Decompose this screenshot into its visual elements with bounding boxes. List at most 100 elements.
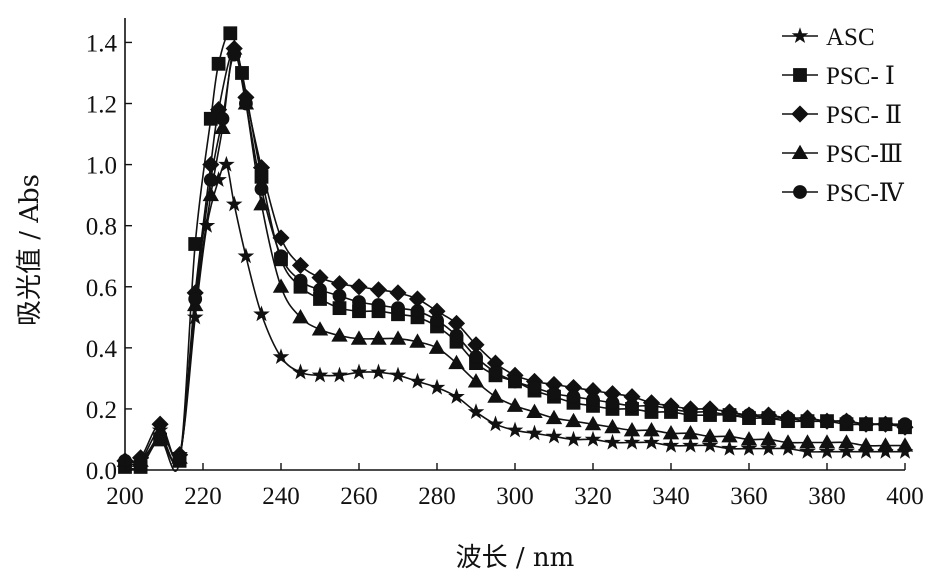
legend-item: PSC- Ⅱ (782, 102, 902, 129)
data-point-triangle (799, 434, 816, 449)
data-point-triangle (857, 437, 875, 452)
data-point-triangle (467, 373, 485, 388)
y-tick-label: 1.4 (86, 30, 118, 57)
data-point-star (487, 415, 504, 432)
data-point-star (272, 348, 290, 365)
y-tick-label: 0.4 (86, 336, 118, 363)
data-point-circle (133, 456, 148, 471)
data-point-circle (153, 429, 168, 444)
data-point-star (740, 439, 758, 456)
data-point-circle (227, 47, 242, 62)
x-tick-label: 400 (886, 483, 924, 510)
data-point-triangle (721, 428, 738, 443)
data-point-star (526, 424, 543, 441)
data-point-circle (683, 405, 698, 419)
x-tick-label: 280 (418, 483, 456, 510)
data-point-circle (820, 414, 834, 429)
data-point-circle (625, 398, 639, 413)
data-point-square (211, 56, 226, 71)
data-point-circle (430, 313, 444, 328)
legend-label: ASC (826, 24, 875, 51)
data-point-triangle (506, 397, 524, 412)
data-point-star (584, 430, 602, 447)
data-point-star (701, 436, 719, 453)
data-point-star (331, 366, 348, 383)
data-point-star (253, 305, 270, 322)
data-point-circle (215, 111, 230, 126)
legend-marker-diamond (791, 105, 809, 123)
data-point-star (799, 442, 816, 459)
x-tick-label: 380 (808, 483, 846, 510)
data-point-circle (781, 411, 795, 425)
data-point-diamond (291, 256, 310, 274)
data-point-star (662, 436, 680, 453)
data-point-diamond (369, 281, 388, 299)
data-point-circle (172, 450, 187, 465)
data-point-star (428, 378, 446, 395)
legend-marker-square (793, 68, 807, 82)
data-point-triangle (662, 425, 680, 440)
data-point-triangle (350, 330, 368, 345)
data-point-star (506, 421, 524, 438)
x-tick-label: 240 (262, 483, 300, 510)
data-point-circle (742, 408, 756, 422)
legend-item: ASC (782, 24, 875, 51)
data-point-triangle (643, 421, 660, 437)
data-point-triangle (565, 412, 582, 428)
legend-label: PSC-Ⅲ (826, 141, 903, 168)
data-point-star (604, 433, 621, 450)
data-point-star (389, 366, 407, 383)
data-point-circle (274, 249, 288, 264)
data-point-triangle (818, 434, 836, 449)
data-point-star (218, 155, 235, 172)
data-point-circle (703, 405, 717, 419)
data-point-star (448, 387, 465, 404)
data-point-star (565, 430, 582, 447)
data-point-triangle (292, 308, 309, 324)
data-point-circle (722, 408, 737, 422)
data-point-circle (391, 301, 405, 316)
data-point-star (760, 439, 777, 456)
x-tick-label: 200 (106, 483, 144, 510)
data-point-circle (800, 414, 815, 429)
x-tick-label: 220 (184, 483, 222, 510)
data-point-star (643, 433, 660, 450)
data-point-triangle (202, 186, 219, 202)
data-point-triangle (682, 425, 699, 440)
data-point-circle (488, 365, 503, 380)
data-point-square (223, 26, 238, 41)
data-point-triangle (389, 330, 407, 345)
data-point-star (370, 363, 387, 380)
data-point-circle (547, 386, 561, 401)
x-tick-label: 360 (730, 483, 768, 510)
data-point-triangle (779, 434, 797, 449)
legend-label: PSC- Ⅱ (826, 102, 902, 129)
legend-marker-circle (793, 185, 807, 199)
data-point-circle (469, 350, 483, 364)
data-point-circle (898, 417, 912, 432)
data-point-circle (254, 182, 269, 196)
axes-layer: 200 220 240 260 280 300 320 340 360 380 400 0.0 0.2 0… (86, 18, 924, 510)
data-point-circle (664, 402, 678, 416)
data-point-star (350, 363, 368, 380)
data-point-triangle (838, 434, 855, 449)
data-point-star (467, 403, 485, 420)
legend-marker-triangle (791, 144, 809, 160)
y-tick-label: 0.6 (86, 275, 117, 302)
data-point-circle (839, 414, 854, 429)
data-point-diamond (272, 229, 290, 247)
x-axis-title: 波长 / nm (456, 543, 575, 573)
y-tick-label: 0.0 (86, 458, 117, 485)
data-point-triangle (331, 327, 348, 342)
legend-label: PSC- Ⅰ (826, 63, 895, 90)
data-point-star (409, 372, 426, 389)
data-point-triangle (740, 431, 758, 446)
data-point-star (721, 439, 738, 456)
data-point-circle (605, 395, 620, 410)
data-point-triangle (877, 437, 894, 452)
y-tick-label: 1.2 (86, 92, 117, 119)
data-point-circle (188, 292, 203, 306)
legend-item: PSC- Ⅰ (782, 63, 895, 90)
legend: ASC PSC- Ⅰ PSC- Ⅱ PSC-Ⅲ PSC-Ⅳ (782, 24, 905, 207)
